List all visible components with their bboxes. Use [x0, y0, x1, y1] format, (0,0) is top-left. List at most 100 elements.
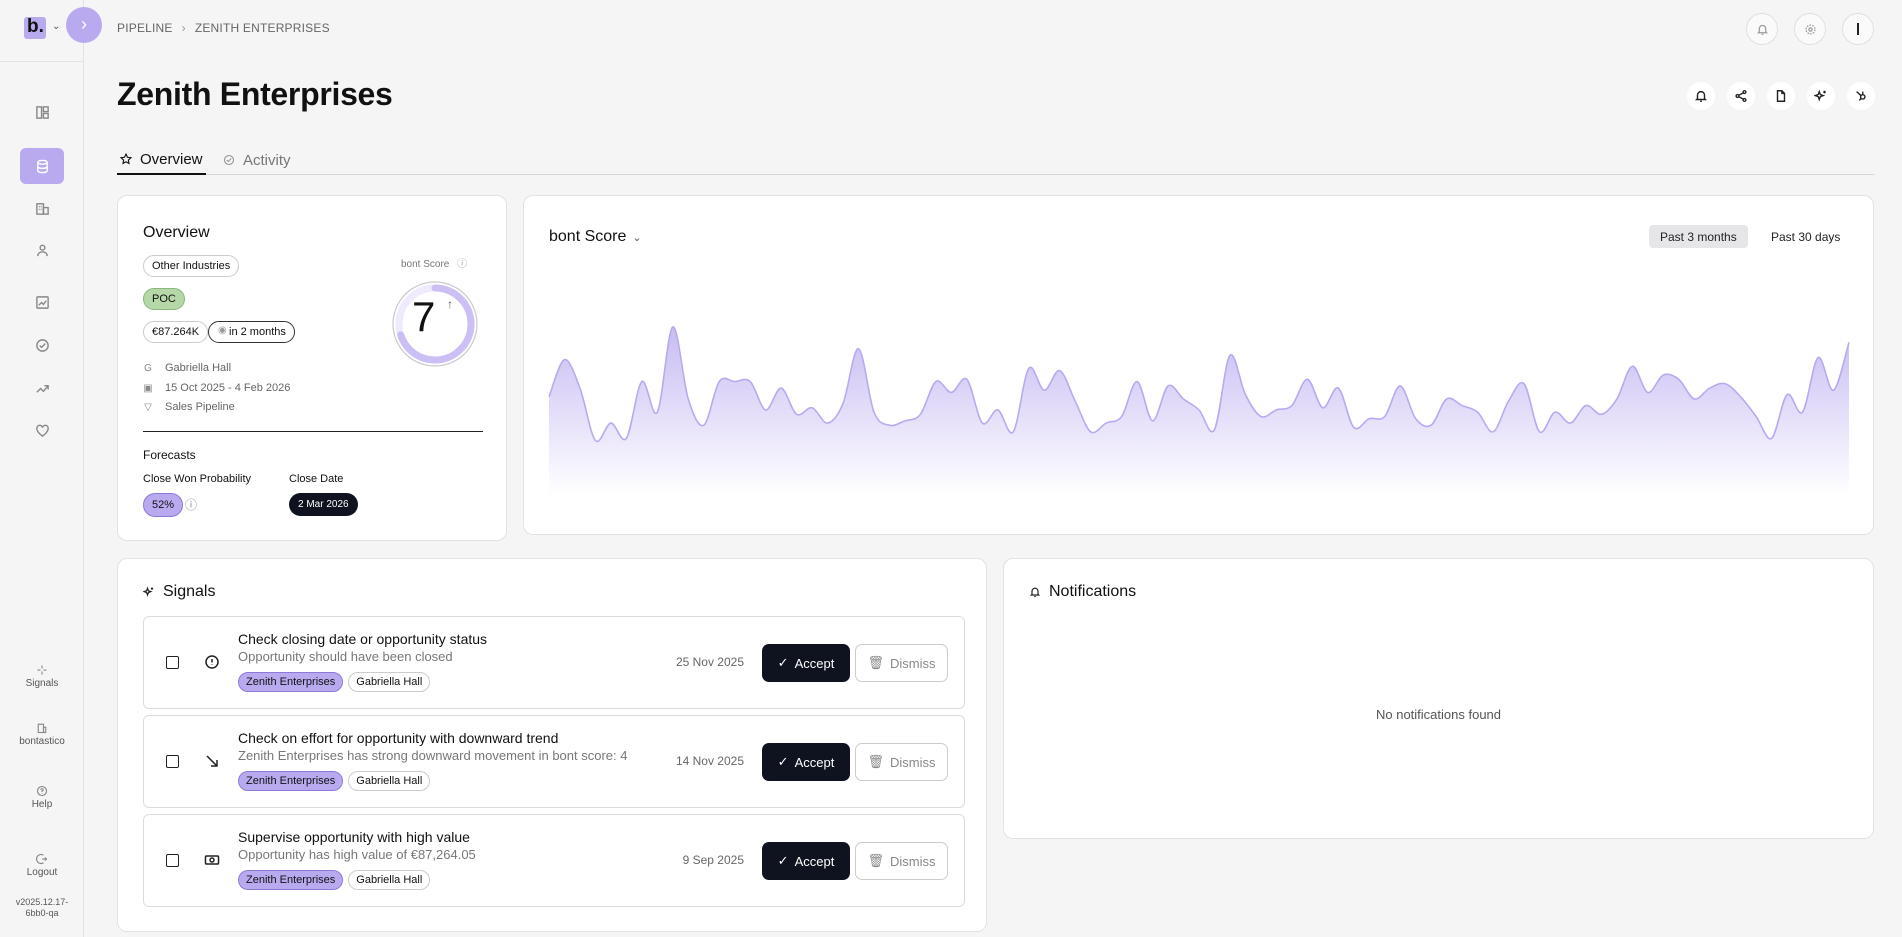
close-in-label: in 2 months [229, 326, 286, 338]
date-row: ▣ 15 Oct 2025 - 4 Feb 2026 [143, 382, 290, 394]
accept-button[interactable]: ✓ Accept [762, 644, 850, 682]
owner-tag[interactable]: Gabriella Hall [348, 672, 431, 692]
building-icon [37, 723, 47, 734]
sidebar-item-health[interactable] [30, 418, 54, 442]
signal-title: Check on effort for opportunity with dow… [238, 730, 559, 746]
signal-title: Supervise opportunity with high value [238, 829, 470, 845]
sidebar: b. ⌄ Signals bontastico Help Logout v2 [0, 0, 84, 937]
signal-tags: Zenith Enterprises Gabriella Hall [238, 870, 431, 890]
signal-date: 14 Nov 2025 [675, 754, 744, 768]
accept-label: Accept [794, 754, 835, 770]
score-area-chart [548, 326, 1850, 496]
signal-date: 25 Nov 2025 [675, 655, 744, 669]
dismiss-button[interactable]: 🗑︎ Dismiss [855, 644, 948, 682]
owner-name: Gabriella Hall [165, 362, 232, 374]
dismiss-button[interactable]: 🗑︎ Dismiss [855, 743, 948, 781]
sidebar-item-activity[interactable] [30, 333, 54, 357]
score-line [548, 326, 1850, 443]
cursor-bar-icon [1857, 23, 1859, 35]
score-chart-title: bont Score [549, 228, 627, 245]
star-icon [120, 153, 132, 165]
score-ring-svg [392, 281, 478, 367]
company-tag[interactable]: Zenith Enterprises [238, 672, 344, 692]
dismiss-label: Dismiss [890, 853, 936, 869]
check-icon: ✓ [777, 853, 789, 868]
owner-initial: G [144, 362, 152, 374]
signal-subtitle: Opportunity has high value of €87,264.05 [238, 847, 476, 862]
document-button[interactable] [1767, 82, 1795, 110]
signal-checkbox[interactable] [166, 656, 179, 669]
sidebar-item-trends[interactable] [30, 376, 54, 400]
building-icon [35, 202, 49, 215]
notifications-card: Notifications No notifications found [1003, 558, 1874, 839]
hubspot-icon [1856, 91, 1866, 101]
sidebar-signals[interactable]: Signals [0, 664, 84, 689]
dashboard-icon [35, 105, 49, 119]
sidebar-item-contacts[interactable] [30, 238, 54, 262]
owner-tag[interactable]: Gabriella Hall [348, 870, 431, 890]
sidebar-item-reports[interactable] [30, 290, 54, 314]
sidebar-divider [0, 61, 84, 62]
company-tag[interactable]: Zenith Enterprises [238, 870, 344, 890]
score-label: bont Score [401, 259, 450, 270]
accept-button[interactable]: ✓ Accept [762, 842, 850, 880]
company-tag[interactable]: Zenith Enterprises [238, 771, 344, 791]
score-chart-card: bont Score ⌄ Past 3 months Past 30 days [523, 195, 1874, 535]
filter-icon: ▽ [144, 401, 152, 413]
score-label-row: bont Score ⓘ [401, 255, 467, 270]
sidebar-item-companies[interactable] [30, 196, 54, 220]
notifications-button[interactable] [1746, 13, 1778, 45]
hubspot-button[interactable] [1847, 82, 1875, 110]
stage-badge: POC [143, 288, 185, 310]
signal-item: Check on effort for opportunity with dow… [143, 715, 965, 808]
user-menu-button[interactable] [1842, 13, 1874, 45]
reminder-button[interactable] [1687, 82, 1715, 110]
notifications-heading: Notifications [1049, 583, 1137, 600]
version-line-1: v2025.12.17- [15, 897, 69, 907]
ai-button[interactable] [1807, 82, 1835, 110]
page-title: Zenith Enterprises [117, 76, 393, 112]
signals-heading: Signals [163, 583, 216, 600]
arrow-up-icon: ↑ [447, 297, 453, 311]
info-icon[interactable]: ⓘ [185, 498, 198, 512]
deal-value-pill: €87.264K [143, 321, 209, 343]
signal-title: Check closing date or opportunity status [238, 631, 488, 647]
signal-checkbox[interactable] [166, 854, 179, 867]
sparkle-icon [143, 586, 154, 597]
logo[interactable]: b. [24, 17, 46, 39]
signal-tags: Zenith Enterprises Gabriella Hall [238, 672, 431, 692]
signal-checkbox[interactable] [166, 755, 179, 768]
trash-icon: 🗑︎ [867, 853, 884, 868]
date-range: 15 Oct 2025 - 4 Feb 2026 [165, 382, 291, 394]
share-button[interactable] [1727, 82, 1755, 110]
tab-activity[interactable]: Activity [223, 145, 291, 175]
industry-pill: Other Industries [143, 255, 240, 277]
range-past-3-months[interactable]: Past 3 months [1649, 225, 1748, 248]
expand-sidebar-button[interactable]: › [66, 7, 102, 43]
score-chart-title-dropdown[interactable]: bont Score ⌄ [549, 228, 642, 246]
sidebar-workspace-label: bontastico [19, 736, 65, 747]
owner-tag[interactable]: Gabriella Hall [348, 771, 431, 791]
accept-button[interactable]: ✓ Accept [762, 743, 850, 781]
range-past-30-days[interactable]: Past 30 days [1771, 229, 1841, 244]
document-icon [1776, 90, 1786, 102]
breadcrumb-root[interactable]: PIPELINE [117, 21, 173, 35]
image-chart-icon [35, 295, 49, 309]
score-arc [395, 284, 475, 364]
sidebar-item-dashboard[interactable] [30, 100, 54, 124]
chevron-down-icon: ⌄ [632, 231, 642, 244]
tab-overview[interactable]: Overview [117, 145, 206, 175]
help-icon [36, 785, 48, 797]
chevron-down-icon[interactable]: ⌄ [52, 21, 61, 32]
sidebar-logout[interactable]: Logout [0, 853, 84, 878]
gauge-icon [35, 338, 49, 352]
overview-heading: Overview [143, 224, 210, 241]
gauge-icon [223, 154, 235, 166]
sidebar-logout-label: Logout [26, 867, 58, 878]
sidebar-workspace[interactable]: bontastico [0, 722, 84, 747]
sidebar-item-pipeline[interactable] [20, 148, 64, 184]
dismiss-button[interactable]: 🗑︎ Dismiss [855, 842, 948, 880]
overview-card: Overview Other Industries POC €87.264K ◉… [117, 195, 507, 541]
sidebar-help[interactable]: Help [0, 785, 84, 810]
settings-button[interactable] [1794, 13, 1826, 45]
